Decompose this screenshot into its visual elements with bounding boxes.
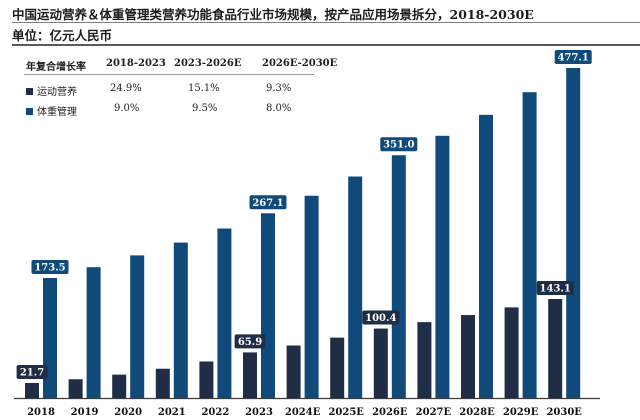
data-label-box: [31, 259, 69, 274]
bar-sports-2027E: [417, 322, 432, 398]
legend-label-weight: 体重管理: [37, 107, 77, 118]
bar-sports-2023: [243, 352, 257, 398]
cagr-table: 年复合增长率 2018-2023 2023-2026E 2026E-2030E …: [24, 52, 337, 119]
data-label-box: [536, 281, 574, 296]
cagr-sports-2: 15.1%: [188, 83, 220, 94]
cagr-header-period-2: 2023-2026E: [174, 58, 242, 69]
bar-sports-2029E: [504, 307, 519, 398]
bar-sports-2021: [155, 368, 170, 398]
data-label-text: 100.4: [365, 313, 396, 324]
data-label-text: 21.7: [20, 367, 44, 378]
bar-sports-2028E: [461, 315, 475, 398]
data-label-text: 351.0: [383, 140, 414, 151]
bar-sports-2018: [25, 382, 39, 398]
data-label-text: 143.1: [540, 284, 571, 295]
x-tick-label-2029E: 2029E: [503, 407, 539, 418]
legend-swatch-weight: [26, 108, 33, 115]
x-tick-label-2025E: 2025E: [328, 407, 364, 418]
bar-weight-2021: [173, 242, 188, 398]
bar-weight-2028E: [479, 114, 493, 398]
bar-weight-2025E: [348, 176, 363, 398]
chart-title: 中国运动营养＆体重管理类营养功能食品行业市场规模，按产品应用场景拆分，2018-…: [12, 7, 534, 22]
bar-sports-2026E: [373, 328, 388, 398]
x-tick-label-2023: 2023: [245, 407, 273, 418]
data-label-sports-2018: 21.7: [16, 364, 48, 379]
data-label-text: 173.5: [34, 262, 65, 273]
data-label-weight-2026E: 351.0: [380, 137, 418, 152]
x-tick-label-2022: 2022: [201, 407, 229, 418]
legend-label-sports: 运动营养: [37, 87, 77, 98]
bar-sports-2020: [112, 374, 127, 398]
cagr-weight-1: 9.0%: [114, 103, 140, 114]
cagr-weight-3: 8.0%: [266, 103, 292, 114]
cagr-header-row: 年复合增长率 2018-2023 2023-2026E 2026E-2030E: [24, 52, 337, 75]
x-tick-label-2019: 2019: [71, 407, 99, 418]
bar-sports-2024E: [286, 345, 301, 398]
title-rule: [12, 22, 640, 23]
data-label-text: 477.1: [558, 53, 589, 64]
data-label-sports-2030E: 143.1: [536, 281, 574, 296]
x-tick-label-2020: 2020: [114, 407, 142, 418]
bar-weight-2026E: [391, 155, 406, 398]
bar-sports-2022: [199, 361, 214, 398]
bar-weight-2018: [43, 277, 57, 398]
bar-weight-2019: [86, 267, 101, 398]
x-tick-label-2018: 2018: [27, 407, 55, 418]
header-rule: [12, 44, 640, 46]
bar-weight-2027E: [435, 135, 450, 398]
unit-label: 单位：亿元人民币: [12, 28, 113, 43]
bar-weight-2024E: [304, 195, 319, 398]
data-label-box: [380, 137, 418, 152]
data-label-box: [249, 195, 287, 210]
x-tick-label-2030E: 2030E: [546, 407, 582, 418]
legend-weight: 体重管理: [26, 103, 77, 118]
legend-sports: 运动营养: [26, 83, 77, 98]
x-tick-label-2028E: 2028E: [459, 407, 495, 418]
cagr-sports-1: 24.9%: [110, 83, 142, 94]
cagr-header-label: 年复合增长率: [26, 62, 86, 73]
bar-weight-2029E: [522, 92, 537, 398]
data-label-box: [234, 334, 266, 349]
data-label-text: 65.9: [238, 337, 262, 348]
data-label-sports-2026E: 100.4: [362, 310, 400, 325]
x-tick-label-2026E: 2026E: [372, 407, 408, 418]
x-tick-label-2024E: 2024E: [285, 407, 321, 418]
data-label-sports-2023: 65.9: [234, 334, 266, 349]
bar-sports-2019: [68, 379, 83, 398]
cagr-header-period-1: 2018-2023: [106, 58, 166, 69]
data-label-weight-2023: 267.1: [249, 195, 287, 210]
x-tick-label-2027E: 2027E: [416, 407, 452, 418]
cagr-sports-3: 9.3%: [266, 83, 292, 94]
cagr-weight-2: 9.5%: [192, 103, 218, 114]
data-label-box: [16, 364, 48, 379]
cagr-header-period-3: 2026E-2030E: [262, 58, 338, 69]
bar-weight-2020: [130, 255, 145, 398]
bar-weight-2022: [217, 228, 232, 398]
cagr-row-weight: 体重管理 9.0% 9.5% 8.0%: [24, 99, 314, 119]
cagr-row-sports: 运动营养 24.9% 15.1% 9.3%: [24, 79, 314, 99]
data-label-weight-2018: 173.5: [31, 259, 69, 274]
bar-weight-2023: [261, 213, 275, 398]
bar-sports-2025E: [330, 337, 345, 398]
legend-swatch-sports: [26, 88, 33, 95]
bar-weight-2030E: [566, 68, 581, 399]
bar-sports-2030E: [548, 299, 563, 398]
data-label-weight-2030E: 477.1: [554, 50, 592, 65]
data-label-box: [362, 310, 400, 325]
x-tick-label-2021: 2021: [158, 407, 186, 418]
data-label-box: [554, 50, 592, 65]
data-label-text: 267.1: [252, 198, 283, 209]
